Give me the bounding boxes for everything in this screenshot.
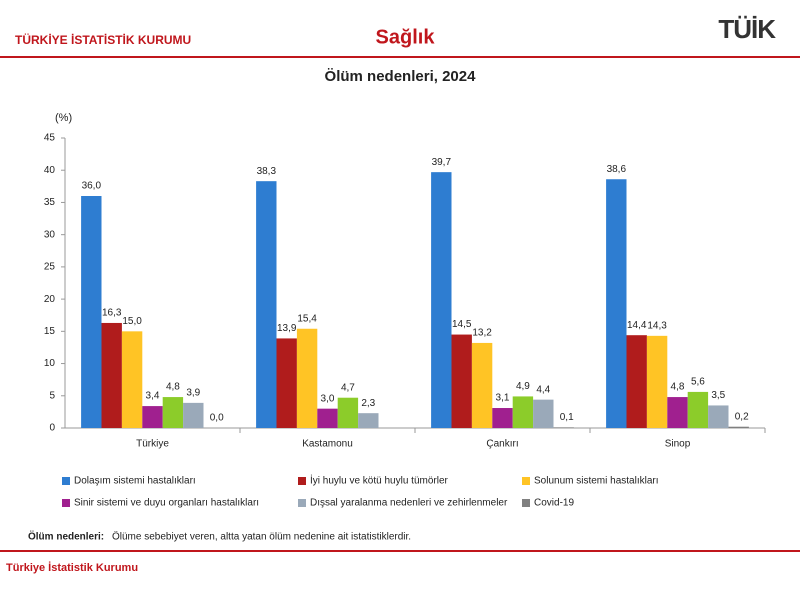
bar: [512, 396, 534, 428]
y-tick-label: 40: [44, 165, 56, 176]
data-label: 0,2: [735, 411, 749, 422]
data-label: 3,4: [146, 391, 160, 402]
bar: [101, 322, 122, 428]
x-tick-label: Çankırı: [486, 439, 518, 450]
data-label: 15,4: [297, 313, 317, 324]
y-tick-label: 0: [49, 423, 55, 434]
bar: [646, 335, 668, 428]
bar: [276, 338, 297, 428]
data-label: 39,7: [432, 157, 452, 168]
bar: [431, 172, 452, 428]
data-label: 3,5: [711, 390, 725, 401]
data-label: 15,0: [122, 316, 142, 327]
y-tick-label: 15: [44, 326, 56, 337]
section-title: Sağlık: [376, 26, 436, 48]
legend-label: Dışsal yaralanma nedenleri ve zehirlenme…: [310, 498, 508, 509]
data-label: 3,0: [321, 393, 335, 404]
legend-swatch: [62, 499, 70, 507]
legend-label: Covid-19: [534, 498, 574, 509]
y-axis-label: (%): [55, 112, 72, 124]
y-tick-label: 35: [44, 197, 56, 208]
legend-label: Solunum sistemi hastalıkları: [534, 476, 659, 487]
legend-label: Dolaşım sistemi hastalıkları: [74, 476, 196, 487]
x-tick-label: Kastamonu: [302, 439, 353, 450]
bar: [317, 408, 338, 428]
note-label: Ölüm nedenleri:: [28, 530, 104, 543]
x-tick-label: Türkiye: [136, 439, 169, 450]
data-label: 14,3: [647, 320, 667, 331]
bar: [471, 342, 493, 428]
legend-swatch: [522, 499, 530, 507]
bar: [606, 179, 627, 428]
logo: TÜİK: [718, 14, 776, 44]
bar: [728, 426, 749, 428]
bar: [533, 399, 554, 428]
y-tick-label: 45: [44, 133, 56, 144]
data-label: 38,6: [607, 164, 627, 175]
data-label: 38,3: [257, 166, 277, 177]
bar: [183, 402, 204, 428]
y-tick-label: 30: [44, 229, 56, 240]
data-label: 4,8: [166, 382, 180, 393]
bar: [121, 331, 143, 428]
bar: [81, 196, 102, 428]
data-label: 14,4: [627, 320, 647, 331]
legend-label: Sinir sistemi ve duyu organları hastalık…: [74, 498, 259, 509]
y-tick-label: 20: [44, 294, 56, 305]
chart-title: Ölüm nedenleri, 2024: [325, 68, 477, 85]
bar: [358, 413, 379, 428]
data-label: 4,9: [516, 381, 530, 392]
data-label: 16,3: [102, 308, 122, 319]
bar: [296, 328, 318, 428]
bar: [708, 405, 729, 428]
bar: [553, 427, 574, 428]
y-tick-label: 10: [44, 358, 56, 369]
org-name: TÜRKİYE İSTATİSTİK KURUMU: [15, 32, 191, 47]
y-tick-label: 25: [44, 262, 56, 273]
legend-swatch: [62, 477, 70, 485]
data-label: 14,5: [452, 319, 472, 330]
data-label: 0,1: [560, 412, 574, 423]
data-label: 2,3: [361, 398, 375, 409]
data-label: 3,1: [496, 393, 510, 404]
data-label: 4,8: [671, 382, 685, 393]
bar: [492, 408, 513, 428]
x-tick-label: Sinop: [665, 439, 691, 450]
data-label: 4,4: [536, 384, 550, 395]
data-label: 5,6: [691, 377, 705, 388]
bar: [162, 397, 184, 428]
data-label: 36,0: [82, 181, 102, 192]
legend-swatch: [298, 499, 306, 507]
bar: [337, 397, 359, 428]
bar: [626, 335, 647, 428]
data-label: 0,0: [210, 413, 224, 424]
data-label: 13,9: [277, 323, 297, 334]
note-text: Ölüme sebebiyet veren, altta yatan ölüm …: [112, 531, 411, 543]
bar: [451, 334, 472, 428]
bar: [667, 397, 688, 428]
data-label: 4,7: [341, 382, 355, 393]
bar: [256, 181, 277, 428]
y-tick-label: 5: [49, 390, 55, 401]
legend-swatch: [298, 477, 306, 485]
legend-swatch: [522, 477, 530, 485]
bar: [687, 391, 709, 428]
legend-label: İyi huylu ve kötü huylu tümörler: [310, 474, 449, 487]
bar: [142, 406, 163, 428]
footer: Türkiye İstatistik Kurumu: [6, 561, 138, 574]
data-label: 3,9: [186, 388, 200, 399]
data-label: 13,2: [472, 328, 492, 339]
